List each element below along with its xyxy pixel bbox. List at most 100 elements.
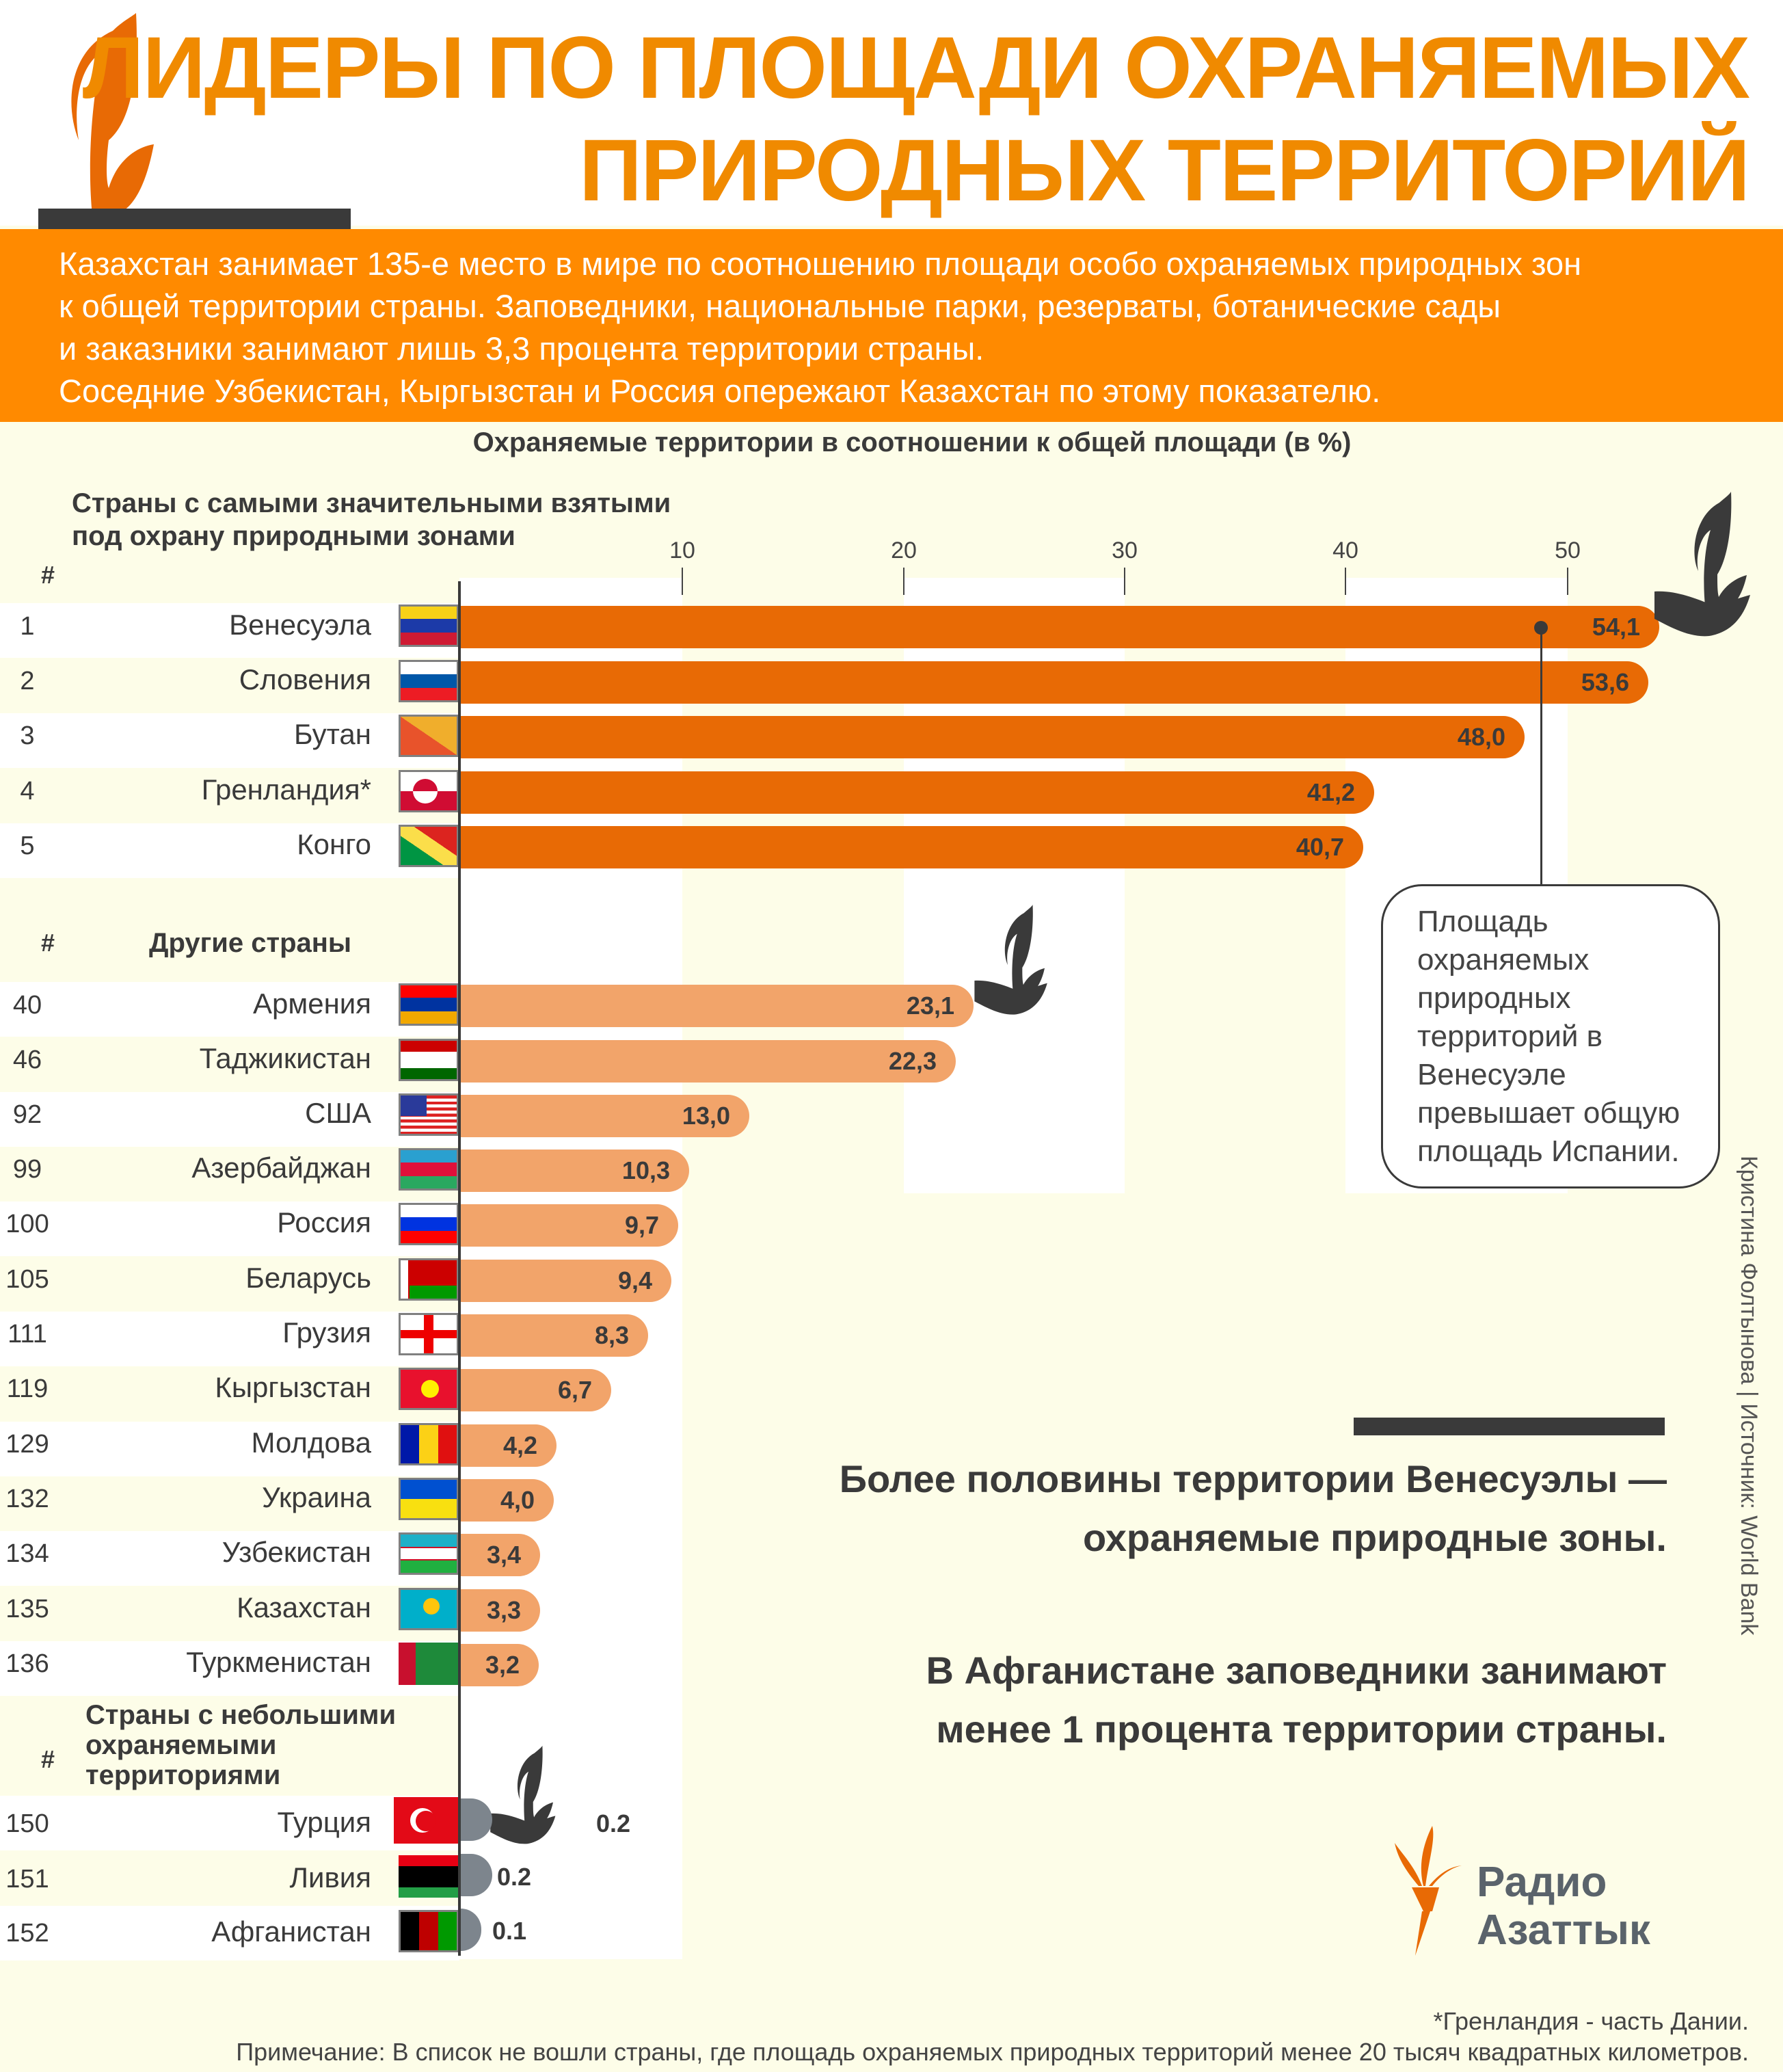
country-name: Кыргызстан [215,1371,371,1403]
credit-source: Кристина Фолтынова | Источник: World Ban… [1736,1156,1762,1636]
tick-label: 40 [1332,537,1358,563]
bar: 40,7 [461,826,1363,868]
section-title-other: Другие страны [149,928,352,958]
bar-value: 0.1 [492,1917,527,1945]
section-title-line: территориями [85,1760,281,1790]
country-name: Украина [262,1481,371,1513]
bar: 4,0 [461,1479,554,1522]
bar-value: 13,0 [682,1102,730,1130]
page-title-line1: ЛИДЕРЫ ПО ПЛОЩАДИ ОХРАНЯЕМЫХ [82,19,1750,117]
note-line: В Афганистане заповедники занимают [926,1649,1667,1692]
divider [38,209,351,229]
country-name: Венесуэла [229,609,371,641]
bar-value: 8,3 [594,1321,629,1349]
intro-line: Соседние Узбекистан, Кыргызстан и Россия… [59,373,1381,409]
bar: 13,0 [461,1095,749,1137]
country-name: Конго [297,828,371,860]
callout-line: охраняемых [1417,943,1590,977]
bar: 53,6 [461,661,1648,704]
ukraine-flag-icon [399,1478,459,1520]
sprout-icon [71,13,154,222]
country-name: Россия [277,1206,371,1238]
azerbaijan-flag-icon [399,1148,459,1191]
note-line: Более половины территории Венесуэлы — [839,1457,1667,1500]
bar-value: 4,2 [502,1431,537,1459]
hand-sprout-icon [1654,492,1750,637]
section-title-line: охраняемыми [85,1730,277,1760]
rank: 105 [5,1265,49,1294]
bar-value: 3,2 [485,1651,520,1679]
row-stripe [0,1092,459,1147]
row-stripe [0,1906,459,1961]
bar-value: 41,2 [1306,778,1355,806]
row-stripe [0,713,459,768]
section-title-top: Страны с самыми значительными взятыми по… [72,487,671,553]
rank-header: # [41,1745,55,1773]
rank: 111 [8,1320,47,1349]
rank: 40 [12,991,42,1020]
note-line: охраняемые природные зоны. [1082,1516,1667,1559]
row-stripe [0,1312,459,1366]
callout-line: превышает общую [1417,1096,1680,1130]
tajikistan-flag-icon [399,1039,459,1081]
georgia-flag-icon [399,1313,459,1355]
bar-value: 4,0 [500,1486,535,1514]
row-stripe [0,982,459,1037]
country-name: США [305,1097,371,1129]
section-title-line: под охрану природными зонами [72,521,515,551]
chart-title: Охраняемые территории в соотношении к об… [472,427,1352,457]
logo-line2: Азаттык [1477,1907,1650,1954]
bhutan-flag-icon [399,715,459,757]
kazakhstan-flag-icon [399,1588,459,1630]
bar: 48,0 [461,716,1525,758]
rank: 136 [5,1649,49,1678]
bar: 41,2 [461,771,1374,814]
kyrgyzstan-flag-icon [399,1368,459,1410]
country-name: Грузия [282,1316,371,1349]
afghanistan-note: В Афганистане заповедники занимают менее… [926,1641,1667,1759]
rank: 132 [5,1485,49,1513]
greenland-flag-icon [399,770,459,812]
tick-mark [1124,568,1125,595]
country-name: Ливия [289,1861,371,1894]
country-name: Афганистан [211,1915,371,1948]
section-title-line: Страны с небольшими [85,1700,397,1730]
logo-line1: Радио [1477,1859,1607,1906]
russia-flag-icon [399,1203,459,1245]
bar: 3,3 [461,1589,540,1632]
bar: 10,3 [461,1150,689,1192]
bar-value: 23,1 [906,992,954,1020]
bar-value: 40,7 [1296,833,1344,861]
rank: 2 [20,667,35,695]
bar-value: 3,4 [486,1541,521,1569]
congo-flag-icon [399,825,459,867]
rank: 3 [20,721,35,750]
country-name: Таджикистан [199,1042,371,1074]
bar: 9,7 [461,1204,678,1247]
page-title-line2: ПРИРОДНЫХ ТЕРРИТОРИЙ [578,122,1750,220]
callout-connector [1540,626,1542,886]
section-title-small: Страны с небольшими охраняемыми территор… [85,1700,396,1790]
country-name: Армения [252,987,371,1020]
libya-flag-icon [399,1855,459,1898]
afghanistan-flag-icon [399,1910,459,1952]
tick-label: 30 [1112,537,1138,563]
bar-value: 22,3 [888,1047,937,1075]
rank: 99 [12,1155,42,1184]
bar: 22,3 [461,1040,956,1083]
bar: 6,7 [461,1369,611,1411]
section-title-line: Страны с самыми значительными взятыми [72,488,671,518]
torch-logo-icon [1395,1826,1462,1956]
country-name: Азербайджан [191,1152,371,1184]
tick-label: 50 [1555,537,1581,563]
rank: 5 [20,832,35,860]
bar-value: 10,3 [621,1156,670,1184]
country-name: Словения [239,663,371,695]
bar: 4,2 [461,1424,557,1467]
bar-value: 53,6 [1581,668,1629,696]
divider [1354,1418,1665,1435]
usa-flag-icon [399,1093,459,1136]
chart-axis [458,581,461,1956]
tick-label: 10 [669,537,695,563]
rank: 150 [5,1809,49,1838]
